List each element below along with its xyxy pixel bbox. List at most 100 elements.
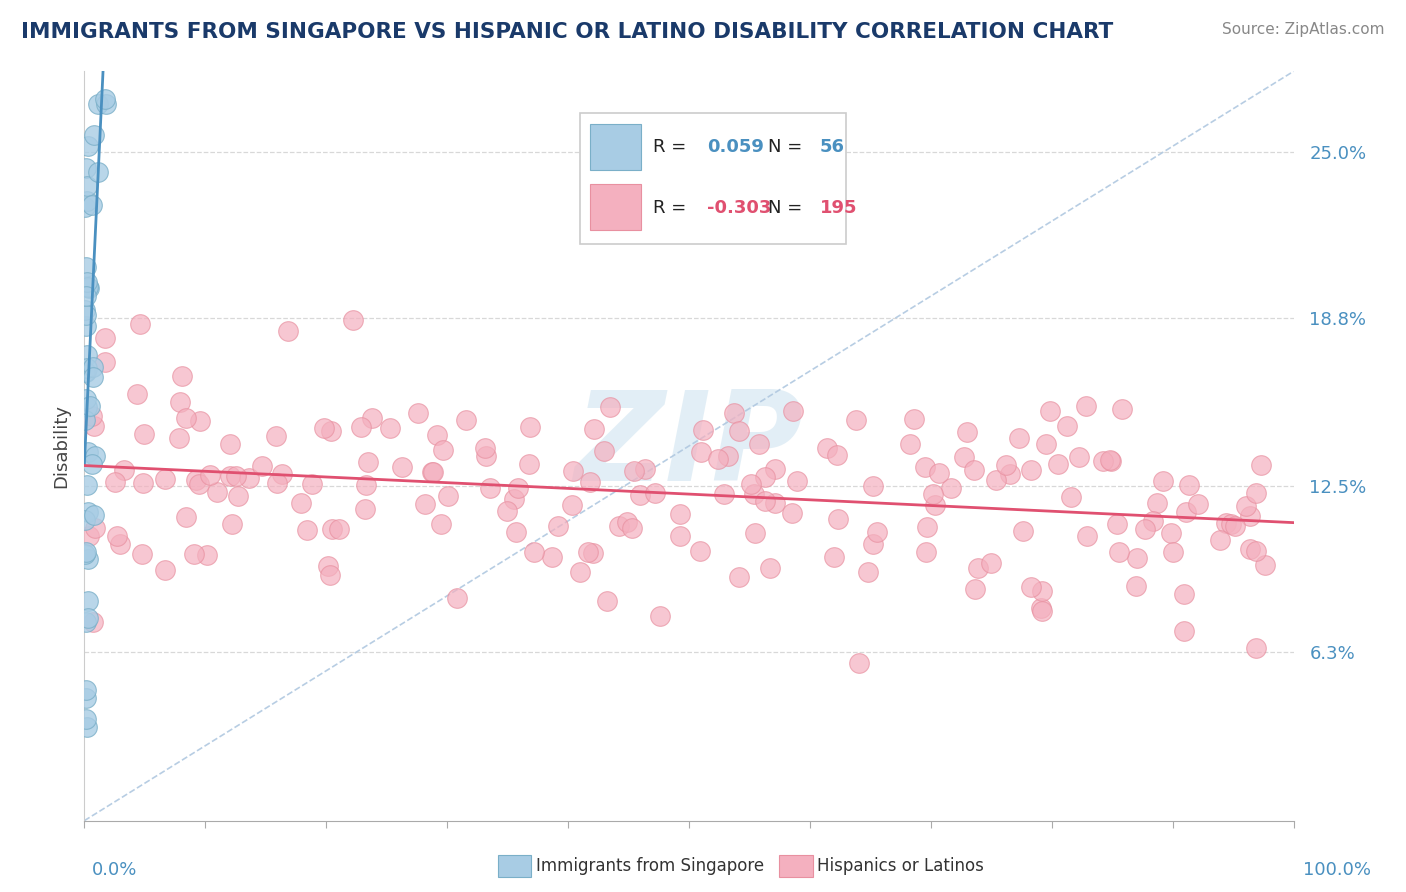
Point — [1234, 500, 1257, 514]
Point — [1031, 604, 1053, 618]
Point — [75, 364, 97, 378]
Point — [221, 516, 243, 531]
Point — [75, 513, 97, 527]
Point — [422, 465, 444, 479]
Point — [1142, 514, 1164, 528]
Point — [250, 458, 273, 473]
Point — [83, 508, 105, 523]
Point — [669, 529, 692, 543]
Point — [129, 317, 152, 331]
Point — [75, 365, 97, 379]
Point — [167, 431, 190, 445]
Point — [713, 487, 735, 501]
Point — [76, 478, 98, 492]
Point — [963, 463, 986, 477]
Point — [862, 479, 884, 493]
Y-axis label: Disability: Disability — [52, 404, 70, 488]
Point — [190, 414, 212, 428]
Point — [75, 308, 97, 322]
Point — [644, 485, 666, 500]
Point — [132, 475, 155, 490]
Point — [986, 473, 1008, 487]
Point — [541, 549, 564, 564]
Point — [437, 489, 460, 503]
Point — [110, 537, 132, 551]
Point — [1175, 504, 1198, 518]
Point — [1039, 404, 1062, 418]
Point — [939, 481, 962, 495]
Point — [112, 463, 135, 477]
Point — [391, 459, 413, 474]
Point — [96, 97, 118, 112]
Text: 195: 195 — [820, 199, 858, 217]
Point — [354, 501, 377, 516]
Point — [79, 399, 101, 413]
Point — [628, 488, 651, 502]
Point — [174, 510, 197, 524]
Point — [277, 324, 299, 338]
Point — [195, 548, 218, 562]
Point — [183, 547, 205, 561]
Point — [862, 537, 884, 551]
Point — [321, 522, 343, 536]
Point — [87, 0, 110, 13]
Point — [87, 96, 110, 111]
Point — [505, 525, 527, 540]
Point — [1250, 458, 1272, 472]
Text: IMMIGRANTS FROM SINGAPORE VS HISPANIC OR LATINO DISABILITY CORRELATION CHART: IMMIGRANTS FROM SINGAPORE VS HISPANIC OR… — [21, 22, 1114, 42]
Point — [827, 512, 849, 526]
Point — [568, 565, 591, 579]
Point — [75, 200, 97, 214]
Point — [519, 420, 541, 434]
Point — [1107, 517, 1129, 532]
Point — [952, 450, 974, 465]
Point — [75, 713, 97, 727]
Point — [380, 421, 402, 435]
Point — [914, 460, 936, 475]
Point — [454, 412, 477, 426]
Point — [1152, 474, 1174, 488]
Point — [1223, 518, 1246, 533]
Point — [669, 507, 692, 521]
Point — [1244, 486, 1267, 500]
Point — [75, 318, 97, 333]
Point — [915, 544, 938, 558]
Point — [1160, 526, 1182, 541]
Point — [508, 481, 530, 495]
Point — [845, 413, 868, 427]
Point — [858, 566, 880, 580]
Point — [76, 280, 98, 294]
Point — [1133, 522, 1156, 536]
Point — [131, 547, 153, 561]
Point — [200, 467, 222, 482]
Point — [75, 545, 97, 559]
Point — [915, 519, 938, 533]
Point — [965, 582, 987, 596]
Point — [105, 529, 128, 543]
Point — [690, 445, 713, 459]
Point — [432, 443, 454, 458]
Point — [740, 477, 762, 491]
Point — [153, 472, 176, 486]
Point — [561, 464, 583, 478]
Point — [786, 475, 808, 489]
Point — [76, 400, 98, 414]
Point — [748, 437, 770, 451]
Point — [76, 720, 98, 734]
Point — [956, 425, 979, 440]
Point — [578, 475, 600, 490]
Point — [475, 450, 498, 464]
Point — [76, 348, 98, 362]
Point — [1146, 496, 1168, 510]
Point — [77, 594, 100, 608]
Point — [316, 558, 339, 573]
Point — [1173, 587, 1195, 601]
Point — [728, 570, 751, 584]
Point — [271, 467, 294, 482]
Point — [754, 470, 776, 484]
Point — [621, 521, 644, 535]
Point — [599, 400, 621, 414]
Point — [1056, 419, 1078, 434]
Point — [1019, 463, 1042, 477]
Point — [1029, 601, 1052, 615]
